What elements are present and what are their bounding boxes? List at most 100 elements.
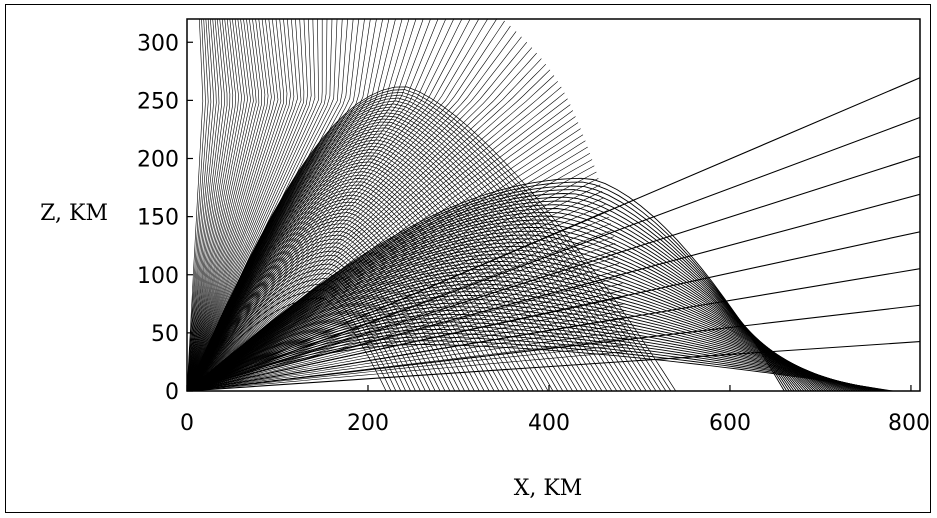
ray-path-low-family: [187, 227, 817, 391]
ray-path-low-family: [187, 268, 844, 391]
ray-path-direct: [187, 77, 920, 391]
ray-path-mid-family: [187, 278, 402, 391]
ray-path-upper-fan: [187, 19, 312, 391]
ray-path-low-family: [187, 189, 793, 391]
ray-path-direct: [187, 231, 920, 391]
ray-path-upper-fan: [187, 19, 295, 391]
ray-path-upper-fan: [187, 19, 220, 391]
ray-path-mid-family: [187, 181, 524, 391]
ray-path-low-family: [187, 279, 852, 391]
ray-path-mid-family: [187, 171, 539, 391]
ray-path-mid-family: [187, 268, 411, 391]
y-tick-label: 300: [137, 31, 179, 56]
ray-path-upper-fan: [187, 19, 257, 391]
y-tick-label: 0: [165, 380, 179, 405]
ray-path-mid-family: [187, 194, 505, 391]
ray-path-low-family: [187, 200, 800, 391]
ray-path-upper-fan: [187, 330, 628, 391]
ray-path-low-family: [187, 208, 805, 391]
ray-path-upper-fan: [187, 19, 248, 391]
ray-path-upper-fan: [187, 20, 505, 391]
ray-path-upper-fan: [187, 19, 266, 391]
y-tick-label: 150: [137, 206, 179, 231]
ray-path-low-family: [187, 332, 886, 391]
ray-path-mid-family: [187, 167, 544, 391]
ray-path-upper-fan: [187, 19, 245, 391]
y-tick-label: 250: [137, 89, 179, 114]
ray-path-mid-family: [187, 201, 495, 391]
x-axis: 0 200 400 600 800: [180, 385, 930, 436]
ray-path-mid-family: [187, 198, 500, 391]
ray-path-upper-fan: [187, 19, 223, 391]
ray-path-upper-fan: [187, 19, 291, 391]
ray-path-upper-fan: [187, 323, 628, 391]
ray-path-low-family: [187, 245, 829, 391]
x-tick-label: 400: [528, 411, 570, 436]
ray-path-upper-fan: [187, 19, 298, 391]
ray-path-mid-family: [187, 103, 647, 391]
ray-path-upper-fan: [187, 19, 279, 391]
ray-path-upper-fan: [187, 19, 282, 391]
ray-path-low-family: [187, 302, 866, 391]
ray-path-low-family: [187, 193, 795, 391]
ray-path-upper-fan: [187, 19, 217, 391]
ray-path-mid-family: [187, 86, 676, 391]
ray-path-mid-family: [187, 238, 446, 391]
ray-path-upper-fan: [187, 310, 627, 391]
ray-path-upper-fan: [187, 19, 239, 391]
y-axis: 0 50 100 150 200 250 300: [137, 31, 193, 405]
ray-path-direct: [187, 304, 920, 391]
ray-path-upper-fan: [187, 19, 497, 391]
ray-path-mid-family: [187, 297, 387, 391]
ray-paths: [187, 19, 920, 391]
y-tick-label: 200: [137, 148, 179, 173]
ray-path-low-family: [187, 234, 822, 391]
ray-path-upper-fan: [187, 19, 447, 391]
ray-path-low-family: [187, 287, 856, 391]
ray-path-upper-fan: [187, 19, 272, 391]
ray-path-mid-family: [187, 112, 632, 391]
ray-path-mid-family: [187, 215, 475, 391]
ray-path-low-family: [187, 260, 839, 391]
ray-path-mid-family: [187, 145, 578, 391]
ray-path-upper-fan: [187, 19, 302, 391]
ray-path-upper-fan: [187, 19, 225, 391]
ray-path-low-family: [187, 291, 859, 391]
ray-path-mid-family: [187, 139, 588, 391]
ray-path-low-family: [187, 313, 874, 391]
ray-path-mid-family: [187, 219, 470, 391]
ray-path-low-family: [187, 321, 879, 391]
ray-path-low-family: [187, 215, 810, 391]
ray-path-upper-fan: [187, 19, 212, 391]
ray-path-low-family: [187, 253, 834, 391]
ray-path-upper-fan: [187, 19, 204, 391]
ray-path-low-family: [187, 211, 807, 391]
x-tick-label: 0: [180, 411, 194, 436]
ray-path-upper-fan: [187, 19, 288, 391]
ray-path-upper-fan: [187, 19, 305, 391]
ray-path-upper-fan: [187, 19, 237, 391]
ray-path-low-family: [187, 283, 854, 391]
ray-path-upper-fan: [187, 19, 251, 391]
ray-path-upper-fan: [187, 19, 269, 391]
ray-path-mid-family: [187, 164, 549, 391]
ray-path-low-family: [187, 181, 788, 391]
ray-path-low-family: [187, 196, 797, 391]
ray-path-mid-family: [187, 212, 480, 391]
ray-path-upper-fan: [187, 19, 284, 391]
ray-path-low-family: [187, 223, 815, 391]
ray-path-low-family: [187, 317, 876, 391]
ray-path-upper-fan: [187, 19, 254, 391]
ray-path-low-family: [187, 328, 884, 391]
chart-frame: [5, 4, 931, 513]
ray-path-low-family: [187, 238, 824, 391]
ray-path-mid-family: [187, 273, 407, 391]
ray-path-low-family: [187, 242, 827, 391]
ray-path-direct: [187, 341, 920, 391]
ray-path-upper-fan: [187, 31, 517, 391]
ray-path-upper-fan: [187, 19, 209, 391]
ray-path-upper-fan: [187, 19, 316, 391]
ray-path-mid-family: [187, 184, 519, 391]
ray-path-mid-family: [187, 223, 465, 391]
